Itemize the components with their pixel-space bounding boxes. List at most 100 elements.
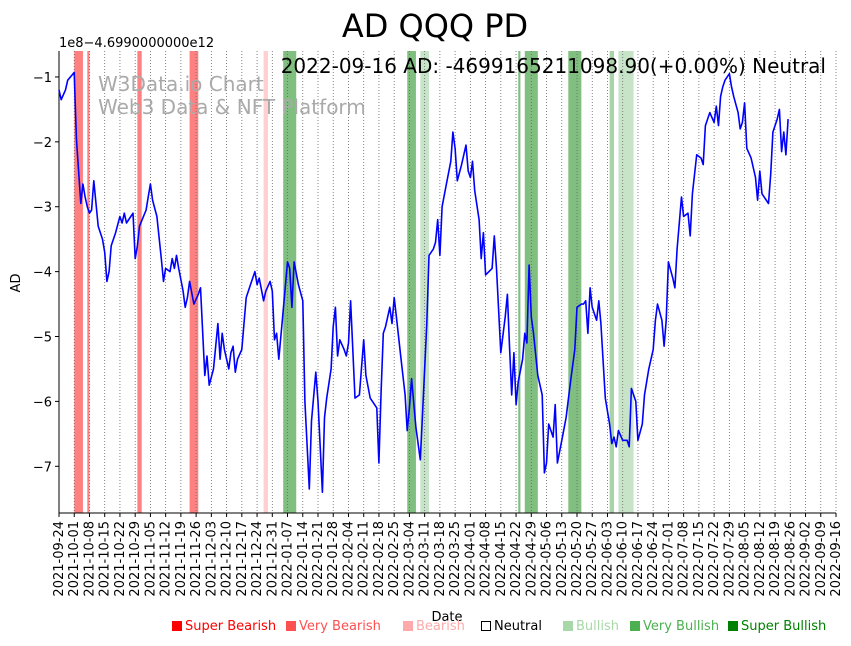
regime-band-5 bbox=[263, 51, 268, 513]
axes bbox=[58, 51, 836, 514]
x-tick-label: 2022-04-01 bbox=[463, 521, 478, 597]
legend-item: Super Bearish bbox=[172, 619, 276, 634]
y-offset-label: 1e8−4.6990000000e12 bbox=[59, 36, 214, 51]
x-tick-label: 2022-02-18 bbox=[372, 521, 387, 597]
legend-label: Bullish bbox=[576, 619, 620, 634]
x-tick-label: 2022-06-03 bbox=[600, 521, 615, 597]
x-tick-label: 2022-05-06 bbox=[540, 521, 555, 597]
regime-band-3 bbox=[137, 51, 142, 513]
y-tick-labels: −1 −2 −3 −4 −5 −6 −7 bbox=[33, 71, 59, 475]
x-tick-label: 2022-05-13 bbox=[555, 521, 570, 597]
x-tick-label: 2022-03-18 bbox=[433, 521, 448, 597]
x-tick-label: 2021-12-31 bbox=[265, 521, 280, 597]
legend-label: Super Bullish bbox=[741, 619, 827, 634]
x-tick-label: 2022-09-16 bbox=[829, 521, 844, 597]
y-tick-label: −6 bbox=[33, 395, 52, 410]
x-tick-label: 2021-10-29 bbox=[128, 521, 143, 597]
x-tick-label: 2021-11-19 bbox=[174, 521, 189, 597]
legend-label: Super Bearish bbox=[185, 619, 277, 634]
x-tick-label: 2021-11-05 bbox=[143, 521, 158, 597]
legend-swatch bbox=[481, 621, 491, 631]
x-tick-label: 2022-04-29 bbox=[524, 521, 539, 597]
x-axis-label: Date bbox=[431, 610, 462, 625]
x-tick-label: 2021-12-24 bbox=[250, 521, 265, 597]
regime-band-1 bbox=[74, 51, 83, 513]
y-tick-label: −3 bbox=[33, 201, 52, 216]
x-tick-label: 2022-07-22 bbox=[707, 521, 722, 597]
legend-item: Very Bearish bbox=[286, 619, 381, 634]
x-tick-label: 2022-03-25 bbox=[448, 521, 463, 597]
x-tick-label: 2021-12-17 bbox=[235, 521, 250, 597]
chart-title: AD QQQ PD bbox=[342, 7, 528, 45]
x-tick-label: 2022-07-01 bbox=[661, 521, 676, 597]
legend-swatch bbox=[630, 621, 640, 631]
watermark-line-1: W3Data.io Chart bbox=[98, 72, 264, 96]
x-tick-label: 2022-01-07 bbox=[281, 521, 296, 597]
x-tick-label: 2022-08-26 bbox=[783, 521, 798, 597]
x-tick-label: 2022-03-04 bbox=[402, 521, 417, 597]
legend-item: Very Bullish bbox=[630, 619, 719, 634]
legend: Super Bearish Very Bearish Bearish Neutral B… bbox=[0, 619, 851, 639]
x-tick-label: 2021-09-24 bbox=[52, 521, 67, 597]
regime-band-7 bbox=[407, 51, 416, 513]
x-tick-label: 2021-12-03 bbox=[204, 521, 219, 597]
x-tick-label: 2022-06-24 bbox=[646, 521, 661, 597]
x-tick-label: 2021-10-01 bbox=[67, 521, 82, 597]
x-tick-label: 2022-09-02 bbox=[799, 521, 814, 597]
regime-band-4 bbox=[189, 51, 199, 513]
x-tick-label: 2022-02-25 bbox=[387, 521, 402, 597]
regime-band-11 bbox=[568, 51, 582, 513]
y-tick-label: −1 bbox=[33, 71, 52, 86]
y-axis-label: AD bbox=[9, 274, 24, 293]
legend-swatch bbox=[172, 621, 182, 631]
legend-item: Super Bullish bbox=[728, 619, 826, 634]
legend-item: Bullish bbox=[563, 619, 619, 634]
x-tick-label: 2022-07-29 bbox=[722, 521, 737, 597]
x-tick-label: 2021-10-08 bbox=[82, 521, 97, 597]
x-tick-label: 2022-07-08 bbox=[677, 521, 692, 597]
x-tick-label: 2022-01-28 bbox=[326, 521, 341, 597]
y-tick-label: −5 bbox=[33, 331, 52, 346]
x-tick-label: 2022-06-10 bbox=[616, 521, 631, 597]
x-tick-label: 2022-08-05 bbox=[738, 521, 753, 597]
legend-label: Neutral bbox=[494, 619, 542, 634]
watermark-line-2: Web3 Data & NFT Platform bbox=[98, 95, 366, 119]
x-tick-label: 2022-02-11 bbox=[357, 521, 372, 597]
regime-band-12 bbox=[609, 51, 614, 513]
regime-bands bbox=[74, 51, 634, 513]
x-tick-label: 2022-04-15 bbox=[494, 521, 509, 597]
x-tick-label: 2022-02-04 bbox=[341, 521, 356, 597]
x-tick-label: 2022-05-20 bbox=[570, 521, 585, 597]
legend-swatch bbox=[563, 621, 573, 631]
series-line-1 bbox=[58, 71, 789, 494]
legend-swatch bbox=[403, 621, 413, 631]
legend-item: Neutral bbox=[481, 619, 542, 634]
x-tick-label: 2022-04-08 bbox=[479, 521, 494, 597]
legend-label: Bearish bbox=[416, 619, 465, 634]
x-tick-label: 2022-01-14 bbox=[296, 521, 311, 597]
x-tick-label: 2022-05-27 bbox=[585, 521, 600, 597]
legend-swatch bbox=[286, 621, 296, 631]
x-tick-label: 2021-12-10 bbox=[220, 521, 235, 597]
x-tick-label: 2022-01-21 bbox=[311, 521, 326, 597]
chart-annotation: 2022-09-16 AD: -4699165211098.90(+0.00%)… bbox=[281, 54, 826, 78]
x-tick-label: 2022-06-17 bbox=[631, 521, 646, 597]
x-tick-label: 2022-09-09 bbox=[814, 521, 829, 597]
y-tick-label: −4 bbox=[33, 266, 52, 281]
legend-label: Very Bullish bbox=[643, 619, 720, 634]
x-tick-label: 2022-08-19 bbox=[768, 521, 783, 597]
y-tick-label: −2 bbox=[33, 136, 52, 151]
x-tick-label: 2022-08-12 bbox=[753, 521, 768, 597]
legend-swatch bbox=[728, 621, 738, 631]
legend-item: Bearish bbox=[403, 619, 465, 634]
x-tick-labels: 2021-09-24 2021-10-01 2021-10-08 2021-10-15… bbox=[52, 521, 844, 597]
x-tick-label: 2021-11-26 bbox=[189, 521, 204, 597]
series-layer bbox=[58, 71, 789, 494]
x-tick-label: 2022-07-15 bbox=[692, 521, 707, 597]
x-tick-label: 2022-04-22 bbox=[509, 521, 524, 597]
regime-band-9 bbox=[518, 51, 521, 513]
y-tick-label: −7 bbox=[33, 460, 52, 475]
regime-band-2 bbox=[87, 51, 90, 513]
x-tick-label: 2021-11-12 bbox=[159, 521, 174, 597]
